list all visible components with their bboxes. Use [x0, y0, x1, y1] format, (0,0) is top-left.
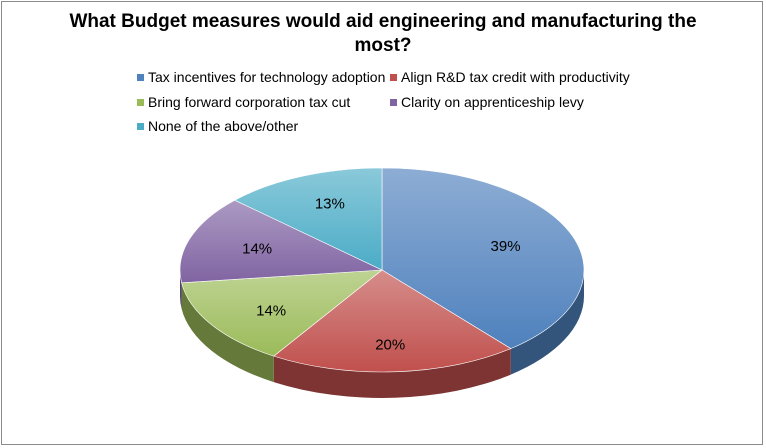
legend-swatch — [137, 74, 144, 81]
legend-item-apprenticeship-levy: Clarity on apprenticeship levy — [390, 94, 584, 110]
pie-slice-label: 13% — [315, 196, 345, 213]
legend-label: Tax incentives for technology adoption — [148, 69, 386, 85]
pie-slice — [381, 167, 585, 349]
pie-slice — [181, 269, 383, 357]
legend-swatch — [137, 123, 144, 130]
pie-slice-side — [510, 270, 584, 375]
legend-label: Align R&D tax credit with productivity — [401, 69, 630, 85]
pie-slice — [234, 167, 383, 271]
pie-slice-label: 39% — [491, 238, 521, 255]
pie-slice — [273, 269, 512, 373]
pie-slice-label: 20% — [375, 336, 405, 353]
pie-slice — [179, 199, 384, 284]
legend-swatch — [390, 99, 397, 106]
legend-item-rd-tax-credit: Align R&D tax credit with productivity — [390, 69, 630, 85]
legend-swatch — [137, 99, 144, 106]
chart-title: What Budget measures would aid engineeri… — [69, 11, 697, 56]
legend-item-tax-incentives: Tax incentives for technology adoption — [137, 69, 385, 85]
pie-slice-side — [181, 282, 274, 383]
legend-label: Clarity on apprenticeship levy — [401, 94, 584, 110]
pie-slice-side — [273, 348, 511, 398]
legend-item-none-other: None of the above/other — [137, 118, 298, 134]
legend-swatch — [390, 74, 397, 81]
pie-slice-label: 14% — [256, 302, 286, 319]
legend-label: Bring forward corporation tax cut — [148, 94, 351, 110]
legend-label: None of the above/other — [148, 118, 299, 134]
pie-slice-side — [180, 270, 182, 309]
pie-slice-label: 14% — [242, 240, 272, 257]
legend-item-corporation-tax: Bring forward corporation tax cut — [137, 94, 350, 110]
